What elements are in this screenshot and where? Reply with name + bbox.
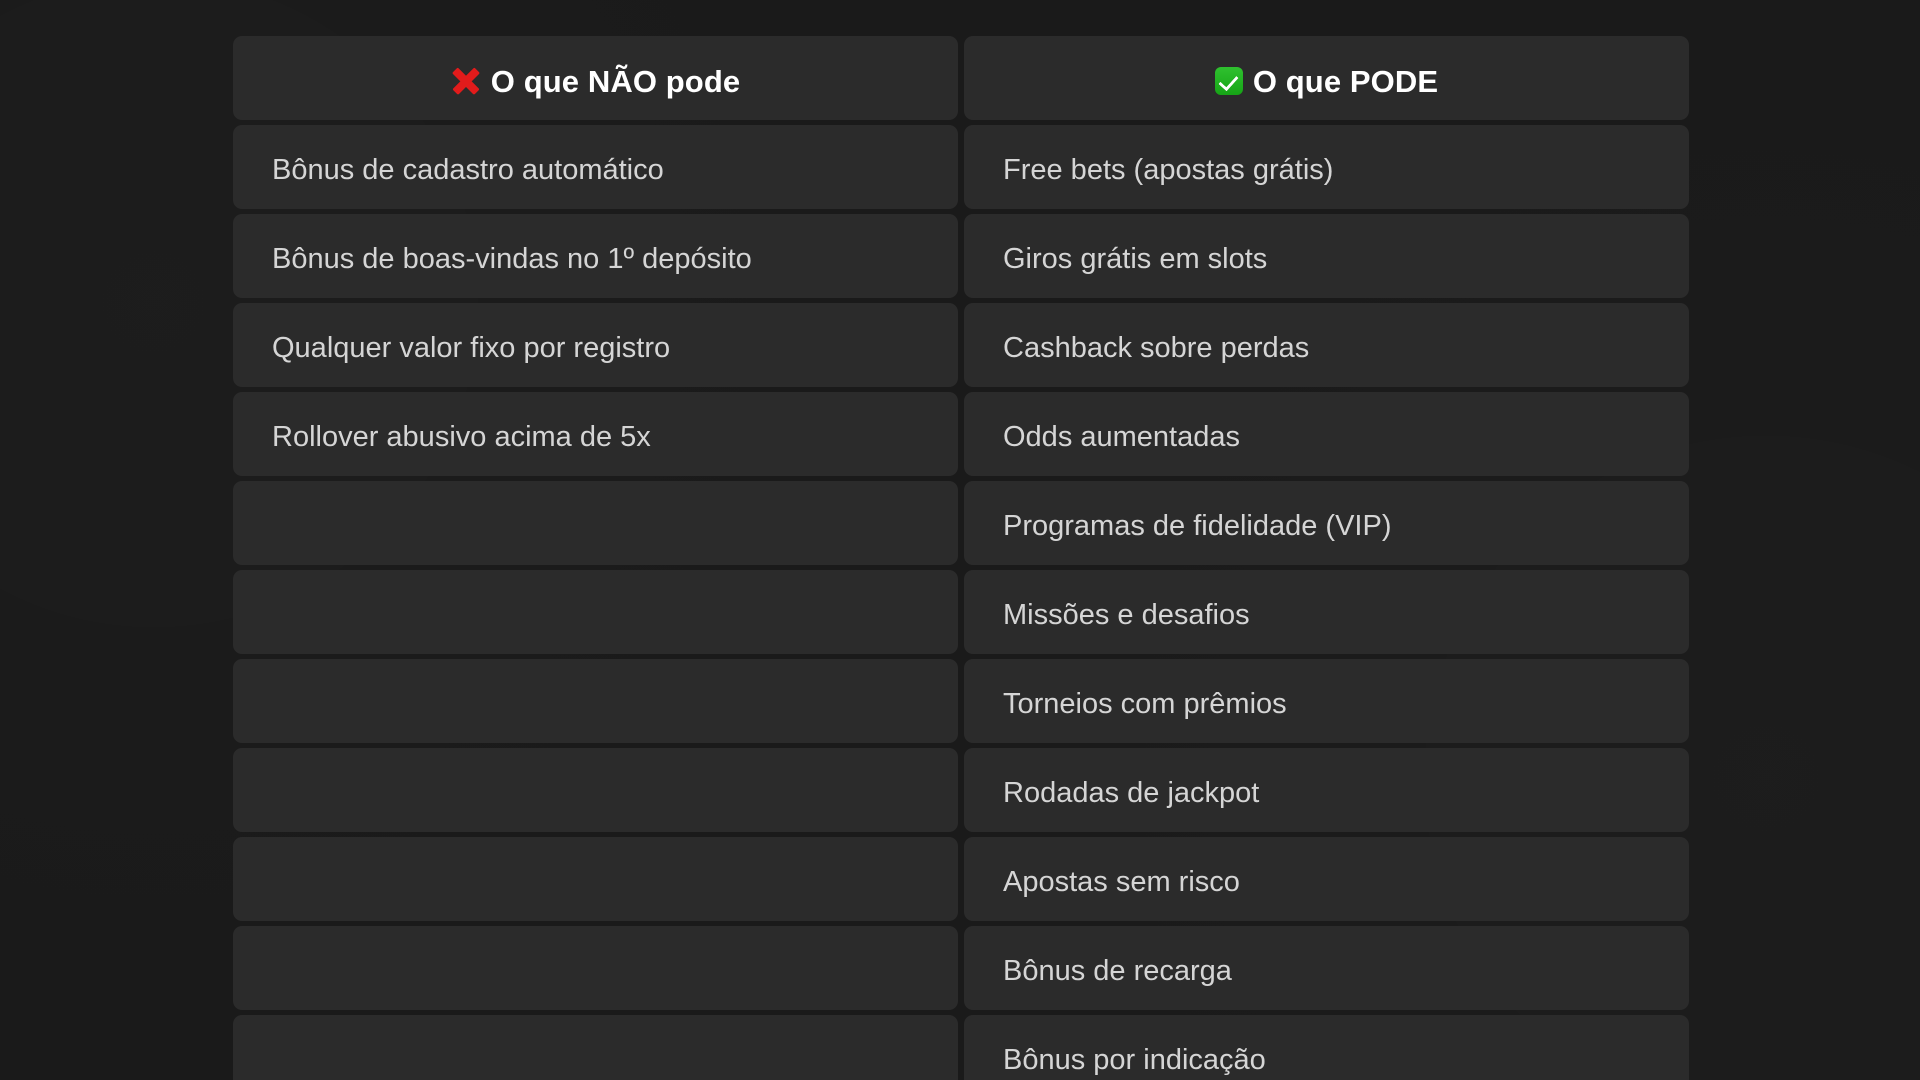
table-row: Bônus de cadastro automático	[233, 125, 958, 209]
row-label: Apostas sem risco	[1003, 865, 1240, 898]
column-header-label: O que NÃO pode	[490, 63, 741, 99]
red-cross-mark-icon	[451, 66, 481, 96]
row-label: Torneios com prêmios	[1003, 687, 1287, 720]
column-pode: O que PODE Free bets (apostas grátis) Gi…	[964, 36, 1689, 1080]
row-label: Cashback sobre perdas	[1003, 331, 1310, 364]
row-label: Missões e desafios	[1003, 598, 1250, 631]
table-row: Giros grátis em slots	[964, 214, 1689, 298]
table-row: Rodadas de jackpot	[964, 748, 1689, 832]
row-label: Bônus de recarga	[1003, 954, 1232, 987]
row-label: Qualquer valor fixo por registro	[272, 331, 671, 364]
row-label: Bônus de boas-vindas no 1º depósito	[272, 242, 752, 275]
green-check-mark-button-icon	[1214, 67, 1243, 95]
table-row: Bônus por indicação	[964, 1015, 1689, 1080]
column-header-label: O que PODE	[1252, 63, 1439, 99]
comparison-table: O que NÃO pode Bônus de cadastro automát…	[233, 36, 1689, 1080]
table-row-empty	[233, 748, 958, 832]
column-nao-pode: O que NÃO pode Bônus de cadastro automát…	[233, 36, 958, 1080]
table-row-empty	[233, 659, 958, 743]
table-row: Missões e desafios	[964, 570, 1689, 654]
column-header-nao-pode: O que NÃO pode	[233, 36, 958, 120]
table-row-empty	[233, 926, 958, 1010]
table-row: Bônus de recarga	[964, 926, 1689, 1010]
table-row: Free bets (apostas grátis)	[964, 125, 1689, 209]
row-label: Programas de fidelidade (VIP)	[1003, 509, 1392, 542]
column-header-pode: O que PODE	[964, 36, 1689, 120]
row-label: Giros grátis em slots	[1003, 242, 1268, 275]
table-row: Rollover abusivo acima de 5x	[233, 392, 958, 476]
table-row-empty	[233, 481, 958, 565]
table-row-empty	[233, 837, 958, 921]
row-label: Bônus de cadastro automático	[272, 153, 664, 186]
row-label: Free bets (apostas grátis)	[1003, 153, 1334, 186]
table-row-empty	[233, 570, 958, 654]
table-row-empty	[233, 1015, 958, 1080]
row-label: Rodadas de jackpot	[1003, 776, 1260, 809]
table-row: Programas de fidelidade (VIP)	[964, 481, 1689, 565]
table-row: Torneios com prêmios	[964, 659, 1689, 743]
table-row: Qualquer valor fixo por registro	[233, 303, 958, 387]
row-label: Odds aumentadas	[1003, 420, 1240, 453]
table-row: Bônus de boas-vindas no 1º depósito	[233, 214, 958, 298]
table-row: Odds aumentadas	[964, 392, 1689, 476]
table-row: Cashback sobre perdas	[964, 303, 1689, 387]
row-label: Bônus por indicação	[1003, 1043, 1266, 1076]
row-label: Rollover abusivo acima de 5x	[272, 420, 651, 453]
table-row: Apostas sem risco	[964, 837, 1689, 921]
